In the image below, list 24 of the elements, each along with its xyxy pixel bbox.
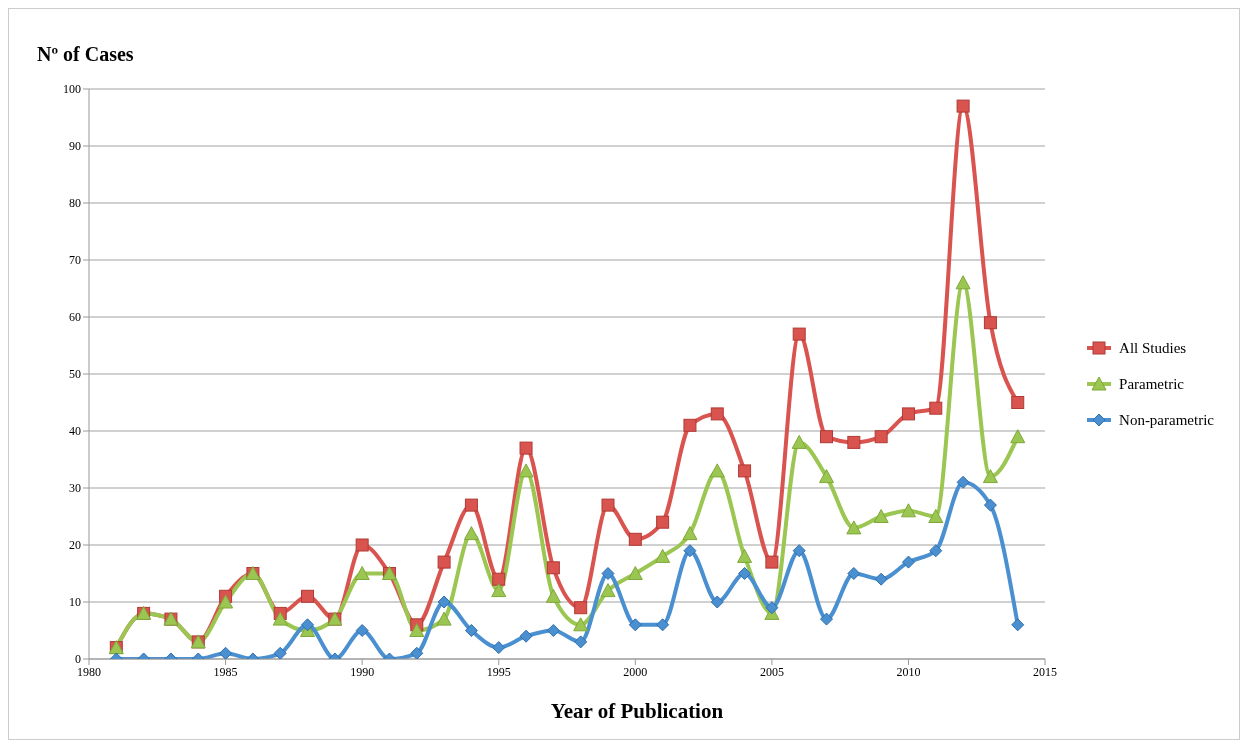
x-tick-label: 2010 [896, 664, 921, 679]
y-tick-label: 30 [69, 481, 81, 496]
x-axis-title: Year of Publication [549, 699, 725, 724]
x-tick-label: 2015 [1033, 664, 1058, 679]
legend-label: Parametric [1119, 375, 1185, 393]
x-tick-label: 1995 [486, 664, 511, 679]
legend-label: All Studies [1119, 339, 1187, 357]
x-tick-label: 2000 [623, 664, 648, 679]
y-tick-label: 20 [69, 538, 81, 553]
chart-title: Nº of Cases [37, 43, 134, 66]
x-tick-label: 2005 [759, 664, 784, 679]
x-tick-label: 1990 [350, 664, 375, 679]
y-tick-label: 40 [69, 424, 81, 439]
y-tick-label: 70 [69, 253, 81, 268]
y-tick-label: 0 [75, 652, 81, 667]
y-tick-label: 80 [69, 196, 81, 211]
y-tick-label: 60 [69, 310, 81, 325]
y-tick-label: 100 [63, 82, 81, 97]
x-tick-label: 1980 [77, 664, 101, 679]
x-tick-label: 1985 [213, 664, 238, 679]
y-tick-label: 50 [69, 367, 81, 382]
legend-label: Non-parametric [1119, 411, 1214, 429]
y-tick-label: 90 [69, 139, 81, 154]
y-tick-label: 10 [69, 595, 81, 610]
